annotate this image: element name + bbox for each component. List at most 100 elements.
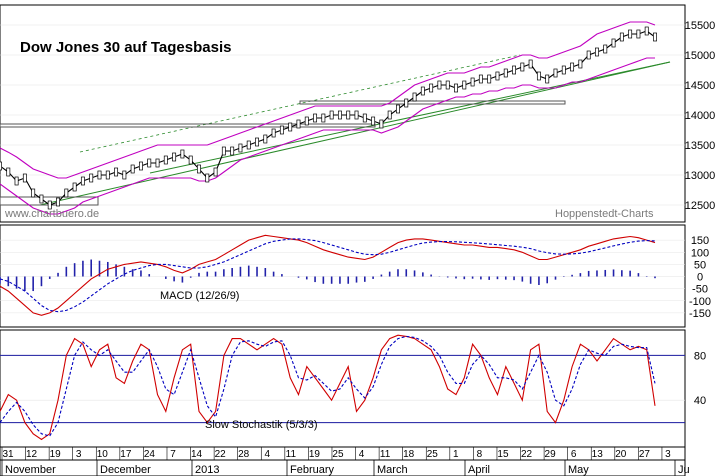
price-candle	[288, 122, 293, 132]
price-candle	[371, 116, 376, 126]
price-candle	[205, 173, 210, 183]
price-candle	[495, 71, 500, 81]
x-day-label: 14	[191, 449, 203, 460]
price-candle	[379, 119, 384, 129]
price-candle	[346, 110, 351, 120]
price-candle	[644, 26, 649, 36]
resistance-band-left	[0, 123, 376, 128]
price-candle	[6, 167, 11, 177]
x-month-label: Ju	[678, 464, 690, 476]
x-day-label: 11	[286, 449, 297, 460]
price-candle	[487, 74, 492, 84]
x-day-label: 19	[309, 449, 321, 460]
price-candle	[437, 80, 442, 90]
price-candle	[337, 110, 342, 120]
price-candle	[321, 113, 326, 123]
x-day-label: 25	[332, 449, 344, 460]
y-tick-label: 80	[694, 350, 706, 362]
price-candle	[412, 92, 417, 102]
price-candle	[503, 68, 508, 78]
y-tick-label: 150	[691, 235, 709, 247]
price-candle	[362, 113, 367, 123]
price-panel: 12500 13000 13500 14000 14500 15000 15500 Dow …	[0, 4, 716, 223]
price-candle	[147, 158, 152, 168]
price-candle	[80, 176, 85, 186]
x-day-label: 13	[592, 449, 604, 460]
chart-title: Dow Jones 30 auf Tagesbasis	[20, 39, 231, 56]
price-candle	[429, 83, 434, 93]
x-axis-day-ticks: 31 12 19 3 10 17 24 7 14 22 28 4 11 19 25 4 11 18 25 1 8 15 22…	[1, 447, 671, 460]
y-tick-label: -50	[692, 284, 708, 296]
price-candle	[97, 170, 102, 180]
x-month-label: March	[377, 464, 408, 476]
price-candle	[31, 188, 36, 198]
macd-grid	[0, 239, 685, 314]
price-candle	[304, 116, 309, 126]
price-candle	[188, 155, 193, 165]
stochastic-series	[0, 334, 656, 441]
price-panel-frame	[0, 4, 686, 223]
x-month-label: November	[5, 464, 56, 476]
price-candle	[122, 170, 127, 180]
price-candle	[0, 161, 2, 171]
macd-label: MACD (12/26/9)	[160, 290, 239, 302]
x-axis-month-row	[0, 459, 686, 476]
price-candle	[230, 146, 235, 156]
price-candle	[619, 32, 624, 42]
x-day-label: 6	[571, 449, 577, 460]
x-day-label: 25	[427, 449, 439, 460]
y-tick-label: 13500	[685, 140, 716, 152]
price-candle	[263, 134, 268, 144]
price-candle	[238, 143, 243, 153]
price-candle	[420, 86, 425, 96]
price-candle	[462, 80, 467, 90]
x-day-label: 7	[170, 449, 176, 460]
trend-line-lower	[39, 61, 671, 206]
price-y-axis: 12500 13000 13500 14000 14500 15000 15500	[685, 20, 716, 212]
price-candle	[14, 176, 19, 186]
price-candle	[155, 158, 160, 168]
y-tick-label: 40	[694, 395, 706, 407]
y-tick-label: 14500	[685, 80, 716, 92]
price-candle	[172, 152, 177, 162]
price-candle	[553, 68, 558, 78]
price-candle	[578, 59, 583, 69]
price-candle	[454, 83, 458, 93]
price-candle	[387, 110, 392, 120]
x-month-label: December	[100, 464, 151, 476]
series-line-signal	[0, 238, 656, 313]
x-day-label: 8	[477, 449, 483, 460]
price-candle	[536, 71, 541, 81]
price-candle	[271, 128, 276, 138]
price-candle	[586, 50, 591, 60]
price-candle	[180, 149, 185, 159]
x-day-label: 22	[215, 449, 227, 460]
price-candle	[130, 164, 135, 174]
x-day-label: 22	[521, 449, 533, 460]
y-tick-label: 50	[694, 259, 706, 271]
x-day-label: 10	[97, 449, 109, 460]
price-candle	[478, 74, 483, 84]
price-candle	[470, 77, 475, 87]
x-day-label: 27	[639, 449, 651, 460]
series-line-bollinger-lower	[0, 57, 655, 215]
price-candle	[296, 119, 301, 129]
x-month-label: February	[290, 464, 335, 476]
price-candle	[512, 65, 517, 75]
price-candle	[246, 140, 251, 150]
price-candle	[636, 29, 641, 39]
price-candle	[313, 113, 318, 123]
price-candle	[528, 59, 533, 69]
price-candle	[561, 65, 566, 75]
price-series	[0, 21, 657, 215]
x-day-label: 17	[120, 449, 132, 460]
x-day-label: 11	[380, 449, 391, 460]
y-tick-label: 15000	[685, 50, 716, 62]
x-day-label: 4	[264, 449, 270, 460]
price-candle	[279, 125, 284, 135]
x-axis-month-labels: November December 2013 February March April Ma…	[1, 460, 690, 476]
price-candle	[56, 197, 60, 207]
price-candle	[329, 110, 334, 120]
